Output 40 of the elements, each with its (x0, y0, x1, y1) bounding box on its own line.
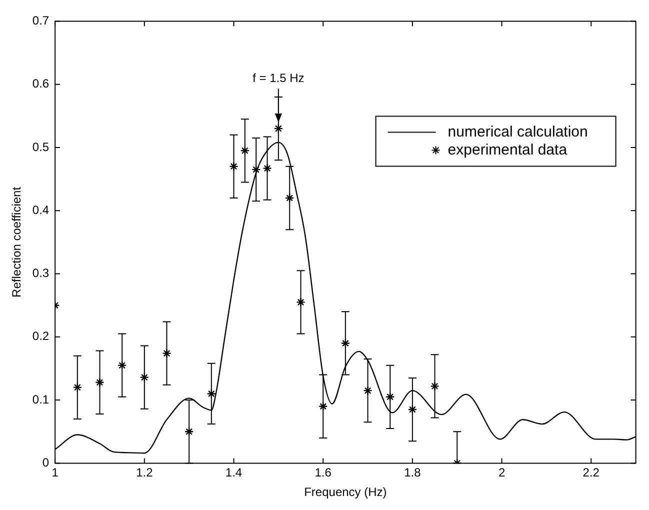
y-tick-label: 0.3 (32, 266, 50, 280)
point (386, 392, 395, 402)
x-tick-label: 1.6 (314, 466, 332, 480)
y-tick-label: 0.5 (32, 140, 50, 154)
point (408, 404, 418, 414)
point (229, 162, 238, 172)
point (274, 124, 284, 134)
point (252, 164, 261, 174)
point (162, 348, 172, 358)
point (95, 378, 104, 387)
point (184, 427, 194, 436)
point (318, 402, 328, 411)
annotation: f = 1.5 Hz (252, 70, 304, 85)
y-tick-label: 0.4 (32, 202, 50, 217)
x-tick-label: 1 (52, 466, 59, 480)
point (296, 298, 306, 307)
point (140, 372, 150, 382)
x-axis-title: Frequency (Hz) (304, 485, 387, 500)
y-tick-label: 0.6 (32, 76, 50, 91)
y-tick-label: 0 (42, 456, 50, 470)
point (240, 146, 250, 156)
point (285, 193, 294, 203)
point (206, 389, 216, 398)
point (430, 382, 440, 391)
y-tick-label: 0.2 (32, 329, 50, 344)
legend-label: numerical calculation (448, 123, 588, 140)
x-tick-label: 1.2 (136, 466, 154, 480)
legend-label: experimental data (448, 141, 568, 158)
y-tick-label: 0.1 (32, 392, 50, 406)
y-tick-label: 0.7 (32, 14, 50, 28)
point (72, 382, 82, 392)
x-tick-label: 1.8 (404, 466, 422, 480)
x-tick-label: 1.4 (225, 466, 242, 480)
point (363, 386, 372, 396)
point (340, 338, 350, 348)
y-axis-title: Reflection coefficient (10, 186, 24, 298)
x-tick-label: 2 (498, 466, 506, 480)
point (262, 164, 272, 173)
point (117, 360, 127, 370)
x-tick-label: 2.2 (582, 466, 600, 480)
